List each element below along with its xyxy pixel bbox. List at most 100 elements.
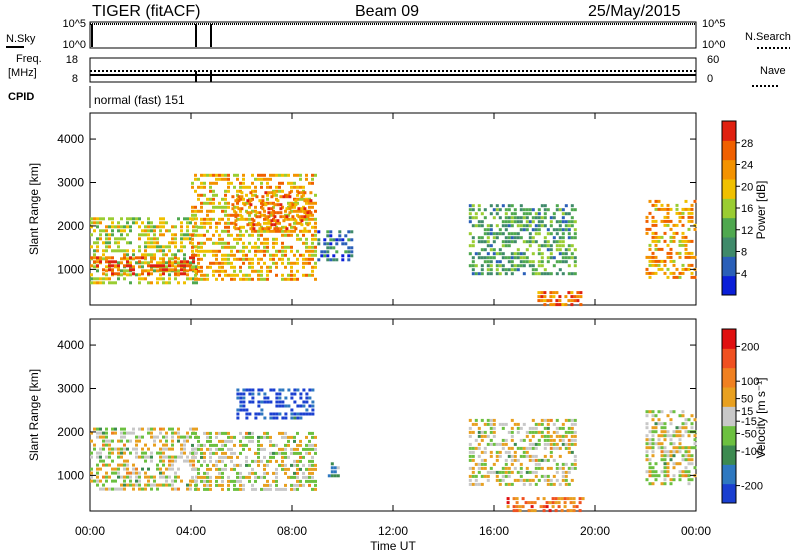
- power-cell: [648, 255, 652, 259]
- power-cell: [302, 257, 305, 261]
- power-cell: [561, 272, 565, 276]
- velocity-cell: [218, 475, 221, 479]
- velocity-cell: [299, 455, 302, 459]
- power-cell: [654, 255, 658, 259]
- velocity-cell: [555, 418, 559, 422]
- velocity-cell: [162, 435, 165, 439]
- velocity-cell: [693, 466, 697, 470]
- power-cell: [159, 273, 162, 277]
- power-cell: [299, 185, 302, 189]
- power-cell: [248, 277, 251, 281]
- power-cell: [239, 209, 242, 213]
- velocity-cell: [180, 443, 183, 447]
- power-cell: [126, 269, 129, 273]
- power-cell: [486, 252, 490, 256]
- velocity-cell: [257, 388, 261, 392]
- power-cell: [180, 237, 183, 241]
- power-cell: [501, 240, 505, 244]
- power-cell: [189, 241, 192, 245]
- power-cell: [648, 275, 652, 279]
- power-cell: [543, 216, 547, 220]
- velocity-cell: [545, 501, 549, 505]
- power-cell: [120, 217, 123, 221]
- power-cell: [195, 225, 198, 229]
- power-cell: [272, 229, 275, 233]
- velocity-cell: [293, 463, 296, 467]
- power-cell: [486, 232, 490, 236]
- power-cell: [311, 241, 314, 245]
- power-cell: [156, 277, 159, 281]
- velocity-cell: [483, 458, 487, 462]
- velocity-cell: [555, 434, 559, 438]
- power-cell: [314, 245, 317, 249]
- power-cell: [132, 272, 135, 276]
- power-cell: [275, 253, 278, 257]
- colorbar-segment: [722, 425, 736, 446]
- power-cell: [269, 269, 272, 273]
- power-cell: [194, 277, 197, 281]
- velocity-cell: [132, 447, 135, 451]
- velocity-cell: [299, 416, 303, 420]
- power-cell: [338, 230, 342, 234]
- velocity-cell: [669, 418, 673, 422]
- velocity-cell: [153, 439, 156, 443]
- power-cell: [272, 257, 275, 261]
- power-cell: [567, 299, 571, 303]
- velocity-cell: [495, 458, 499, 462]
- power-cell: [147, 272, 150, 276]
- power-cell: [531, 252, 535, 256]
- power-cell: [669, 271, 673, 275]
- velocity-cell: [495, 470, 499, 474]
- power-cell: [510, 272, 514, 276]
- velocity-cell: [474, 462, 478, 466]
- power-cell: [141, 221, 144, 225]
- velocity-cell: [123, 487, 126, 491]
- power-cell: [108, 264, 111, 268]
- power-cell: [573, 264, 577, 268]
- power-cell: [209, 201, 212, 205]
- power-cell: [245, 253, 248, 257]
- velocity-cell: [275, 443, 278, 447]
- velocity-cell: [333, 466, 337, 470]
- velocity-cell: [284, 443, 287, 447]
- power-cell: [540, 291, 544, 295]
- colorbar-tick-label: 16: [741, 203, 753, 215]
- velocity-cell: [513, 466, 517, 470]
- power-cell: [281, 229, 284, 233]
- velocity-cell: [555, 470, 559, 474]
- velocity-cell: [540, 434, 544, 438]
- power-cell: [693, 199, 697, 203]
- power-cell: [480, 236, 484, 240]
- velocity-cell: [477, 482, 481, 486]
- velocity-cell: [165, 439, 168, 443]
- power-cell: [672, 263, 676, 267]
- velocity-cell: [230, 435, 233, 439]
- velocity-cell: [296, 471, 299, 475]
- velocity-cell: [684, 470, 688, 474]
- power-cell: [305, 273, 308, 277]
- power-cell: [555, 299, 559, 303]
- power-cell: [507, 268, 511, 272]
- power-cell: [275, 265, 278, 269]
- power-cell: [96, 260, 99, 264]
- power-cell: [678, 239, 682, 243]
- power-cell: [264, 227, 268, 231]
- power-cell: [180, 260, 183, 264]
- power-cell: [678, 215, 682, 219]
- power-cell: [570, 236, 574, 240]
- power-cell: [249, 199, 253, 203]
- velocity-cell: [251, 431, 254, 435]
- power-cell: [260, 241, 263, 245]
- velocity-cell: [126, 439, 129, 443]
- power-cell: [579, 291, 583, 295]
- power-cell: [270, 191, 274, 195]
- power-cell: [306, 223, 310, 227]
- velocity-cell: [299, 396, 303, 400]
- velocity-cell: [296, 388, 300, 392]
- velocity-cell: [245, 416, 249, 420]
- velocity-cell: [269, 483, 272, 487]
- power-cell: [147, 237, 150, 241]
- power-cell: [233, 277, 236, 281]
- velocity-cell: [206, 463, 209, 467]
